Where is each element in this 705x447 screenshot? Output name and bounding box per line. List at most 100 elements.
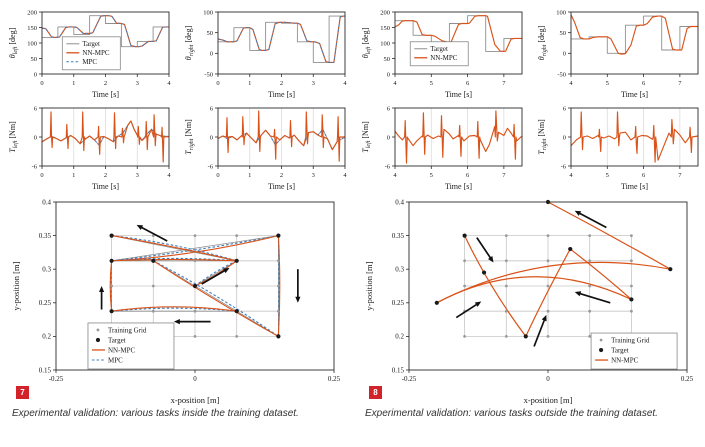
- svg-text:2: 2: [104, 172, 107, 179]
- svg-text:3: 3: [312, 80, 315, 87]
- svg-text:5: 5: [606, 80, 609, 87]
- svg-text:4: 4: [343, 80, 347, 87]
- svg-text:Target: Target: [108, 336, 126, 344]
- svg-text:0: 0: [34, 71, 37, 78]
- svg-text:100: 100: [556, 9, 566, 16]
- svg-text:Time [s]: Time [s]: [92, 182, 119, 191]
- svg-text:4: 4: [569, 172, 573, 179]
- fig8-theta-right-chart: 4 5 6 7 -50 0 50 100 Time [s] θright [deg]: [537, 9, 699, 99]
- svg-text:5: 5: [430, 172, 433, 179]
- svg-text:x-position [m]: x-position [m]: [171, 395, 220, 405]
- svg-text:Tright [Nm]: Tright [Nm]: [184, 119, 195, 155]
- svg-text:50: 50: [560, 30, 567, 37]
- svg-text:3: 3: [136, 172, 139, 179]
- svg-text:150: 150: [27, 25, 37, 32]
- fig7-theta-left-chart: 0 1 2 3 4 0 50 100 150 200 Time [s] θleft [deg] Targ…: [8, 9, 171, 99]
- svg-text:7: 7: [502, 172, 506, 179]
- svg-text:1: 1: [248, 172, 251, 179]
- svg-text:Target: Target: [611, 346, 629, 354]
- svg-text:200: 200: [27, 9, 37, 16]
- svg-text:6: 6: [642, 80, 646, 87]
- svg-text:7: 7: [678, 172, 682, 179]
- svg-text:θleft [deg]: θleft [deg]: [8, 27, 19, 58]
- svg-text:0: 0: [387, 71, 390, 78]
- svg-text:Training Grid: Training Grid: [108, 326, 147, 334]
- svg-text:MPC: MPC: [108, 356, 123, 364]
- svg-text:0: 0: [216, 80, 219, 87]
- svg-text:0.3: 0.3: [395, 266, 404, 274]
- svg-text:Time [s]: Time [s]: [268, 90, 295, 99]
- svg-text:0.4: 0.4: [42, 198, 51, 206]
- svg-text:1: 1: [72, 80, 75, 87]
- figure-number-badge: 7: [16, 386, 29, 399]
- svg-text:6: 6: [563, 105, 567, 112]
- svg-text:-6: -6: [385, 163, 391, 170]
- svg-text:Tleft [Nm]: Tleft [Nm]: [8, 121, 19, 153]
- svg-text:Time [s]: Time [s]: [92, 90, 119, 99]
- svg-text:4: 4: [167, 172, 171, 179]
- svg-text:6: 6: [387, 105, 391, 112]
- svg-text:0: 0: [34, 134, 37, 141]
- svg-text:0.25: 0.25: [681, 375, 694, 383]
- svg-text:2: 2: [280, 172, 283, 179]
- svg-text:0.25: 0.25: [392, 299, 405, 307]
- svg-text:Tright [Nm]: Tright [Nm]: [537, 119, 548, 155]
- svg-text:Time [s]: Time [s]: [621, 90, 648, 99]
- svg-text:Time [s]: Time [s]: [445, 90, 472, 99]
- figure-number-badge: 8: [369, 386, 382, 399]
- svg-text:150: 150: [380, 25, 390, 32]
- fig7-trajectory-chart: -0.25 0 0.25 0.15 0.2 0.25 0.3 0.35 0.4 x-positio…: [11, 198, 341, 405]
- svg-text:Time [s]: Time [s]: [268, 182, 295, 191]
- svg-text:50: 50: [207, 30, 214, 37]
- svg-text:0.35: 0.35: [39, 232, 52, 240]
- svg-text:0.15: 0.15: [39, 366, 52, 374]
- svg-text:6: 6: [466, 172, 470, 179]
- fig8-torque-right-chart: 4 5 6 7 -6 0 6 Time [s] Tright [Nm]: [537, 105, 699, 191]
- figure-caption: Experimental validation: various tasks o…: [365, 408, 658, 419]
- svg-text:0: 0: [40, 172, 43, 179]
- svg-text:Time [s]: Time [s]: [621, 182, 648, 191]
- svg-text:50: 50: [31, 56, 38, 63]
- svg-text:0: 0: [216, 172, 219, 179]
- svg-text:4: 4: [343, 172, 347, 179]
- svg-text:-6: -6: [561, 163, 567, 170]
- svg-text:-50: -50: [557, 71, 566, 78]
- svg-text:4: 4: [393, 80, 397, 87]
- svg-text:θright [deg]: θright [deg]: [184, 25, 195, 60]
- svg-text:50: 50: [384, 56, 391, 63]
- fig8-theta-left-chart: 4 5 6 7 0 50 100 150 200 Time [s] θleft [deg] Targe…: [361, 9, 523, 99]
- svg-text:-0.25: -0.25: [402, 375, 417, 383]
- svg-text:0.4: 0.4: [395, 198, 404, 206]
- svg-text:MPC: MPC: [82, 58, 97, 66]
- svg-text:6: 6: [642, 172, 646, 179]
- svg-text:y-position [m]: y-position [m]: [11, 261, 21, 310]
- svg-text:100: 100: [380, 40, 390, 47]
- svg-text:0: 0: [193, 375, 197, 383]
- svg-text:NN-MPC: NN-MPC: [82, 49, 110, 57]
- svg-text:0: 0: [563, 51, 566, 58]
- svg-text:100: 100: [27, 40, 37, 47]
- figure-caption: Experimental validation: various tasks i…: [12, 408, 299, 419]
- svg-text:0.25: 0.25: [39, 299, 52, 307]
- svg-text:NN-MPC: NN-MPC: [108, 346, 136, 354]
- svg-text:200: 200: [380, 9, 390, 16]
- svg-text:0: 0: [40, 80, 43, 87]
- svg-text:100: 100: [203, 9, 213, 16]
- svg-text:Target: Target: [82, 40, 100, 48]
- svg-text:4: 4: [167, 80, 171, 87]
- svg-text:6: 6: [210, 105, 214, 112]
- svg-text:0: 0: [210, 51, 213, 58]
- svg-text:4: 4: [393, 172, 397, 179]
- svg-text:3: 3: [136, 80, 139, 87]
- svg-text:0: 0: [563, 134, 566, 141]
- svg-text:4: 4: [569, 80, 573, 87]
- svg-text:0: 0: [210, 134, 213, 141]
- svg-text:0: 0: [387, 134, 390, 141]
- svg-text:Target: Target: [430, 45, 448, 53]
- figure-8: 4 5 6 7 0 50 100 150 200 Time [s] θleft [deg] Targe…: [353, 0, 705, 447]
- svg-text:1: 1: [72, 172, 75, 179]
- svg-text:6: 6: [34, 105, 38, 112]
- svg-text:θright [deg]: θright [deg]: [537, 25, 548, 60]
